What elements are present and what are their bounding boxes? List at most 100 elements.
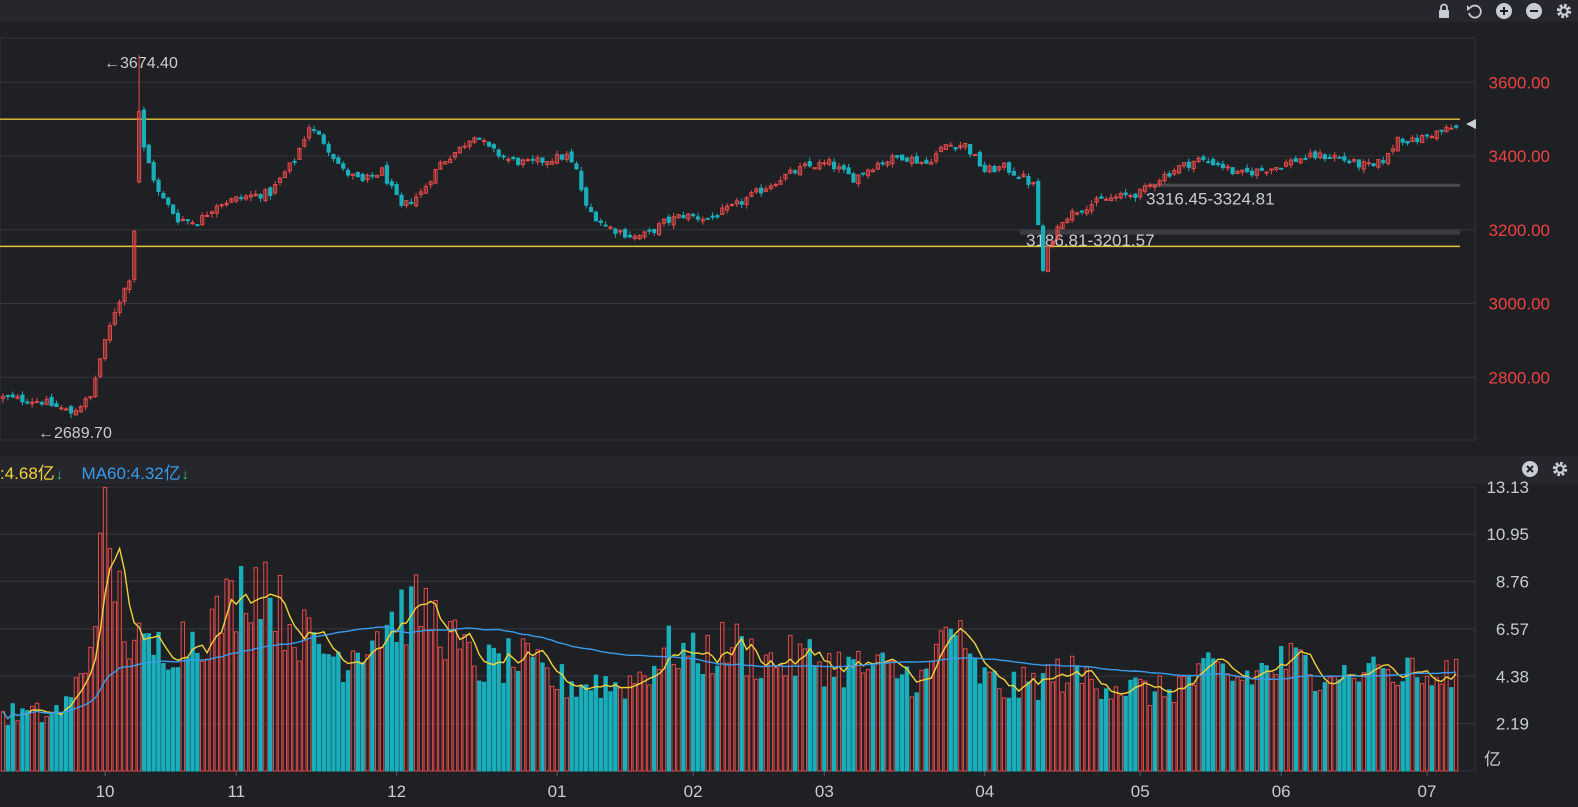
volume-bar [306,617,312,772]
volume-bar [136,622,142,772]
volume-bar [1298,649,1303,772]
candle-body [331,154,336,160]
volume-bar [890,660,895,772]
candle-body [1269,168,1274,171]
candle-body [282,171,287,179]
volume-bar [574,696,579,772]
x-axis-label: 11 [227,782,245,801]
candle-body [136,111,142,183]
candle-body [793,170,798,174]
candle-body [1449,127,1454,130]
candle-body [934,153,939,162]
candle-body [1264,171,1269,174]
candle-body [972,154,978,157]
candle-body [588,207,594,213]
volume-bar [1390,681,1396,772]
candle-body [1366,162,1371,165]
candle-body [695,216,701,220]
candle-body [311,129,317,132]
volume-bar [409,586,414,772]
candle-body [54,403,59,408]
volume-bar [1434,677,1439,772]
volume-bar [29,705,35,772]
volume-bar [263,561,268,772]
volume-bar [185,657,190,772]
volume-bar [132,639,137,772]
volume-unit-label: 亿 [1484,750,1501,769]
volume-bar [972,658,978,772]
volume-bar [428,629,433,772]
volume-bar [1172,702,1177,772]
candle-body [146,144,151,164]
lock-icon[interactable] [1434,1,1454,21]
candle-body [1376,159,1381,168]
volume-bar [904,666,910,772]
candle-body [569,151,574,163]
volume-bar [447,621,453,772]
candle-body [1128,194,1133,197]
volume-bar [161,663,166,772]
volume-bar [399,589,404,772]
volume-bar [1376,664,1381,772]
zoom-in-icon[interactable] [1494,1,1514,21]
volume-bar [671,664,676,772]
volume-bar [987,671,992,772]
candle-body [608,226,613,229]
volume-bar [933,643,939,772]
volume-axis-label: 8.76 [1496,573,1529,592]
volume-bar [1206,652,1211,772]
candle-body [141,109,147,148]
candle-body [700,218,705,222]
volume-bar [603,676,608,772]
volume-bar [258,618,263,772]
candle-body [890,155,895,165]
candle-body [355,172,360,178]
volume-bar [1244,670,1250,772]
candle-body [433,169,438,184]
candle-body [1196,157,1201,162]
x-axis-label: 02 [684,782,703,801]
candle-body [997,166,1002,171]
volume-bar [331,656,336,772]
volume-bar [1191,684,1196,772]
candle-body [1045,246,1051,272]
ma-legend: :4.68亿↓ MA60:4.32亿↓ [0,459,189,484]
candle-body [1347,160,1352,164]
volume-bar [1278,646,1284,772]
candle-body [783,173,788,180]
candle-body [389,181,394,186]
zoom-out-icon[interactable] [1524,1,1544,21]
candle-body [564,153,569,160]
volume-bar [861,672,866,772]
candle-body [394,184,399,196]
settings-icon[interactable] [1550,459,1570,479]
candle-body [851,173,856,183]
candle-body [666,216,671,223]
volume-bar [763,654,769,772]
volume-bar [122,641,127,772]
candle-body [1371,163,1376,167]
volume-bar [598,697,603,772]
candle-body [579,170,584,191]
volume-bar [253,567,258,772]
candle-body [399,194,404,206]
volume-bar [1313,691,1318,772]
settings-icon[interactable] [1554,1,1574,21]
candle-body [384,164,390,184]
volume-bar [924,668,929,772]
candle-body [219,204,224,207]
volume-bar [686,655,691,772]
volume-bar [1128,679,1133,772]
price-panel-toolbar [0,0,1578,22]
candle-body [1313,151,1318,159]
volume-bar [1210,658,1216,772]
volume-bar [530,656,535,772]
volume-bar [943,626,949,772]
candle-body [559,154,564,160]
volume-bar [204,658,210,772]
undo-icon[interactable] [1464,1,1484,21]
x-axis-label: 07 [1418,782,1437,801]
candle-body [59,407,64,410]
close-icon[interactable] [1520,459,1540,479]
